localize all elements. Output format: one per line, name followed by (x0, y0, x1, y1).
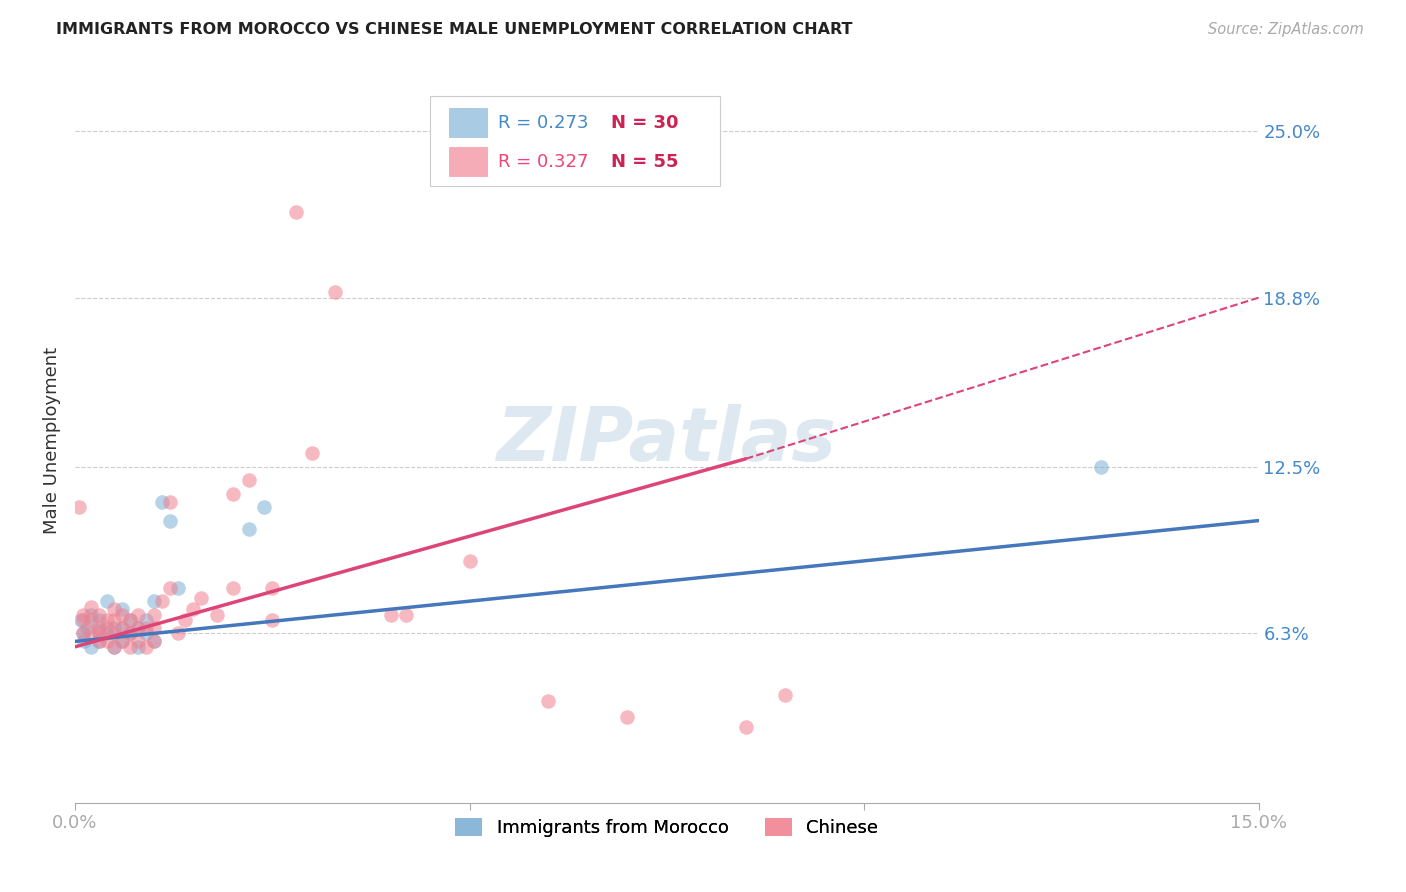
Point (142, 634, 165, 648)
Point (120, 613, 142, 627)
Point (87, 624, 110, 638)
Point (80, 607, 103, 622)
FancyBboxPatch shape (449, 147, 486, 177)
Point (174, 613, 197, 627)
Point (103, 626, 125, 640)
Point (96, 621, 118, 635)
Point (70, 613, 93, 627)
Point (111, 607, 134, 622)
Point (1090, 459, 1112, 474)
Point (127, 621, 149, 635)
Point (159, 514, 181, 528)
Point (301, 446, 323, 460)
Text: N = 55: N = 55 (612, 153, 679, 170)
Point (142, 594, 165, 608)
Point (87, 621, 110, 635)
Legend: Immigrants from Morocco, Chinese: Immigrants from Morocco, Chinese (449, 811, 886, 845)
Text: IMMIGRANTS FROM MOROCCO VS CHINESE MALE UNEMPLOYMENT CORRELATION CHART: IMMIGRANTS FROM MOROCCO VS CHINESE MALE … (56, 22, 853, 37)
Point (96, 613, 118, 627)
Point (142, 621, 165, 635)
Point (111, 634, 134, 648)
Point (96, 594, 118, 608)
Point (111, 634, 134, 648)
Text: R = 0.327: R = 0.327 (498, 153, 588, 170)
Point (773, 688, 796, 702)
Point (111, 602, 134, 616)
Point (72, 607, 94, 622)
Point (96, 634, 118, 648)
Text: Source: ZipAtlas.com: Source: ZipAtlas.com (1208, 22, 1364, 37)
Point (127, 607, 149, 622)
Point (458, 554, 481, 568)
Point (103, 602, 125, 616)
Point (734, 720, 756, 734)
Point (120, 613, 142, 627)
Text: ZIPatlas: ZIPatlas (496, 403, 837, 476)
Point (262, 581, 284, 595)
Point (111, 621, 134, 635)
Point (103, 613, 125, 627)
Point (87, 634, 110, 648)
Point (120, 626, 142, 640)
Point (87, 613, 110, 627)
Point (166, 581, 188, 595)
Point (159, 495, 181, 509)
Point (142, 607, 165, 622)
Point (150, 495, 173, 509)
Point (127, 621, 149, 635)
Point (222, 487, 245, 501)
Point (127, 640, 149, 654)
Point (190, 591, 212, 606)
Point (166, 626, 188, 640)
Point (238, 473, 260, 487)
Point (262, 613, 284, 627)
Point (135, 613, 157, 627)
Point (253, 500, 276, 515)
Point (120, 626, 142, 640)
Point (135, 626, 157, 640)
Point (135, 621, 157, 635)
Point (142, 634, 165, 648)
Point (537, 693, 560, 707)
Point (87, 607, 110, 622)
Point (127, 634, 149, 648)
Y-axis label: Male Unemployment: Male Unemployment (44, 346, 60, 533)
Point (80, 599, 103, 614)
Point (67, 500, 90, 515)
Point (72, 626, 94, 640)
FancyBboxPatch shape (449, 108, 486, 137)
Point (284, 204, 307, 219)
Point (87, 634, 110, 648)
Point (103, 640, 125, 654)
Point (73, 634, 96, 648)
Point (80, 613, 103, 627)
Point (325, 285, 347, 300)
Point (183, 602, 205, 616)
Point (76, 621, 98, 635)
Point (380, 607, 402, 622)
Point (103, 621, 125, 635)
Point (238, 522, 260, 536)
Point (72, 613, 94, 627)
Point (159, 581, 181, 595)
Text: R = 0.273: R = 0.273 (498, 113, 588, 131)
Point (80, 640, 103, 654)
Point (222, 581, 245, 595)
Point (150, 594, 173, 608)
Point (135, 640, 157, 654)
Point (205, 607, 228, 622)
Point (96, 626, 118, 640)
Point (72, 626, 94, 640)
Point (103, 640, 125, 654)
Point (616, 709, 638, 723)
FancyBboxPatch shape (430, 95, 720, 186)
Point (395, 607, 418, 622)
Text: N = 30: N = 30 (612, 113, 679, 131)
Point (111, 621, 134, 635)
Point (120, 640, 142, 654)
Point (80, 626, 103, 640)
Point (87, 626, 110, 640)
